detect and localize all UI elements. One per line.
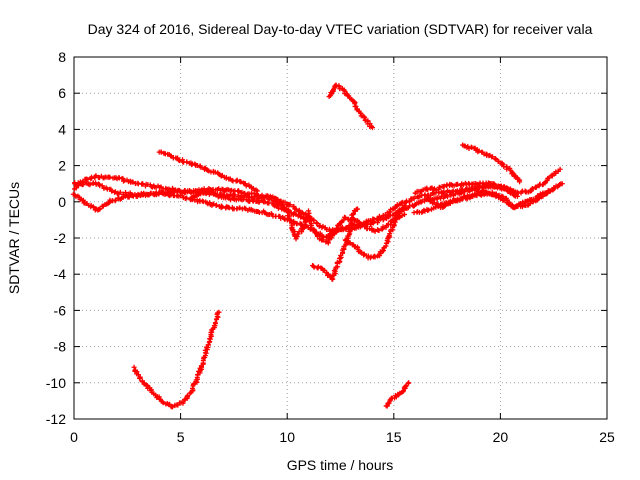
- y-axis-label: SDTVAR / TECUs: [6, 182, 22, 294]
- y-tick-label: -4: [54, 266, 67, 282]
- x-tick-label: 15: [386, 429, 402, 445]
- x-tick-label: 5: [177, 429, 185, 445]
- series-trace-m: [132, 310, 222, 410]
- y-tick-label: -6: [54, 302, 67, 318]
- grid-lines: [74, 57, 607, 419]
- x-axis-label: GPS time / hours: [287, 457, 394, 473]
- y-tick-label: -8: [54, 339, 67, 355]
- y-tick-label: 0: [58, 194, 66, 210]
- chart-title: Day 324 of 2016, Sidereal Day-to-day VTE…: [88, 21, 593, 37]
- y-tick-label: 2: [58, 158, 66, 174]
- x-tick-label: 0: [70, 429, 78, 445]
- x-tick-label: 20: [493, 429, 509, 445]
- data-point: [406, 380, 411, 385]
- x-tick-label: 25: [599, 429, 615, 445]
- plot-frame: [74, 57, 607, 419]
- series-trace-n: [384, 380, 412, 408]
- y-tick-label: -12: [46, 411, 66, 427]
- y-tick-label: -2: [54, 230, 67, 246]
- y-tick-label: -10: [46, 375, 66, 391]
- y-tick-label: 8: [58, 49, 66, 65]
- series-trace-l: [460, 142, 522, 184]
- series-trace-k: [327, 83, 375, 130]
- x-tick-label: 10: [279, 429, 295, 445]
- sdtvar-chart: Day 324 of 2016, Sidereal Day-to-day VTE…: [0, 0, 640, 480]
- plot-area: [71, 83, 565, 410]
- y-tick-label: 6: [58, 85, 66, 101]
- y-tick-label: 4: [58, 121, 66, 137]
